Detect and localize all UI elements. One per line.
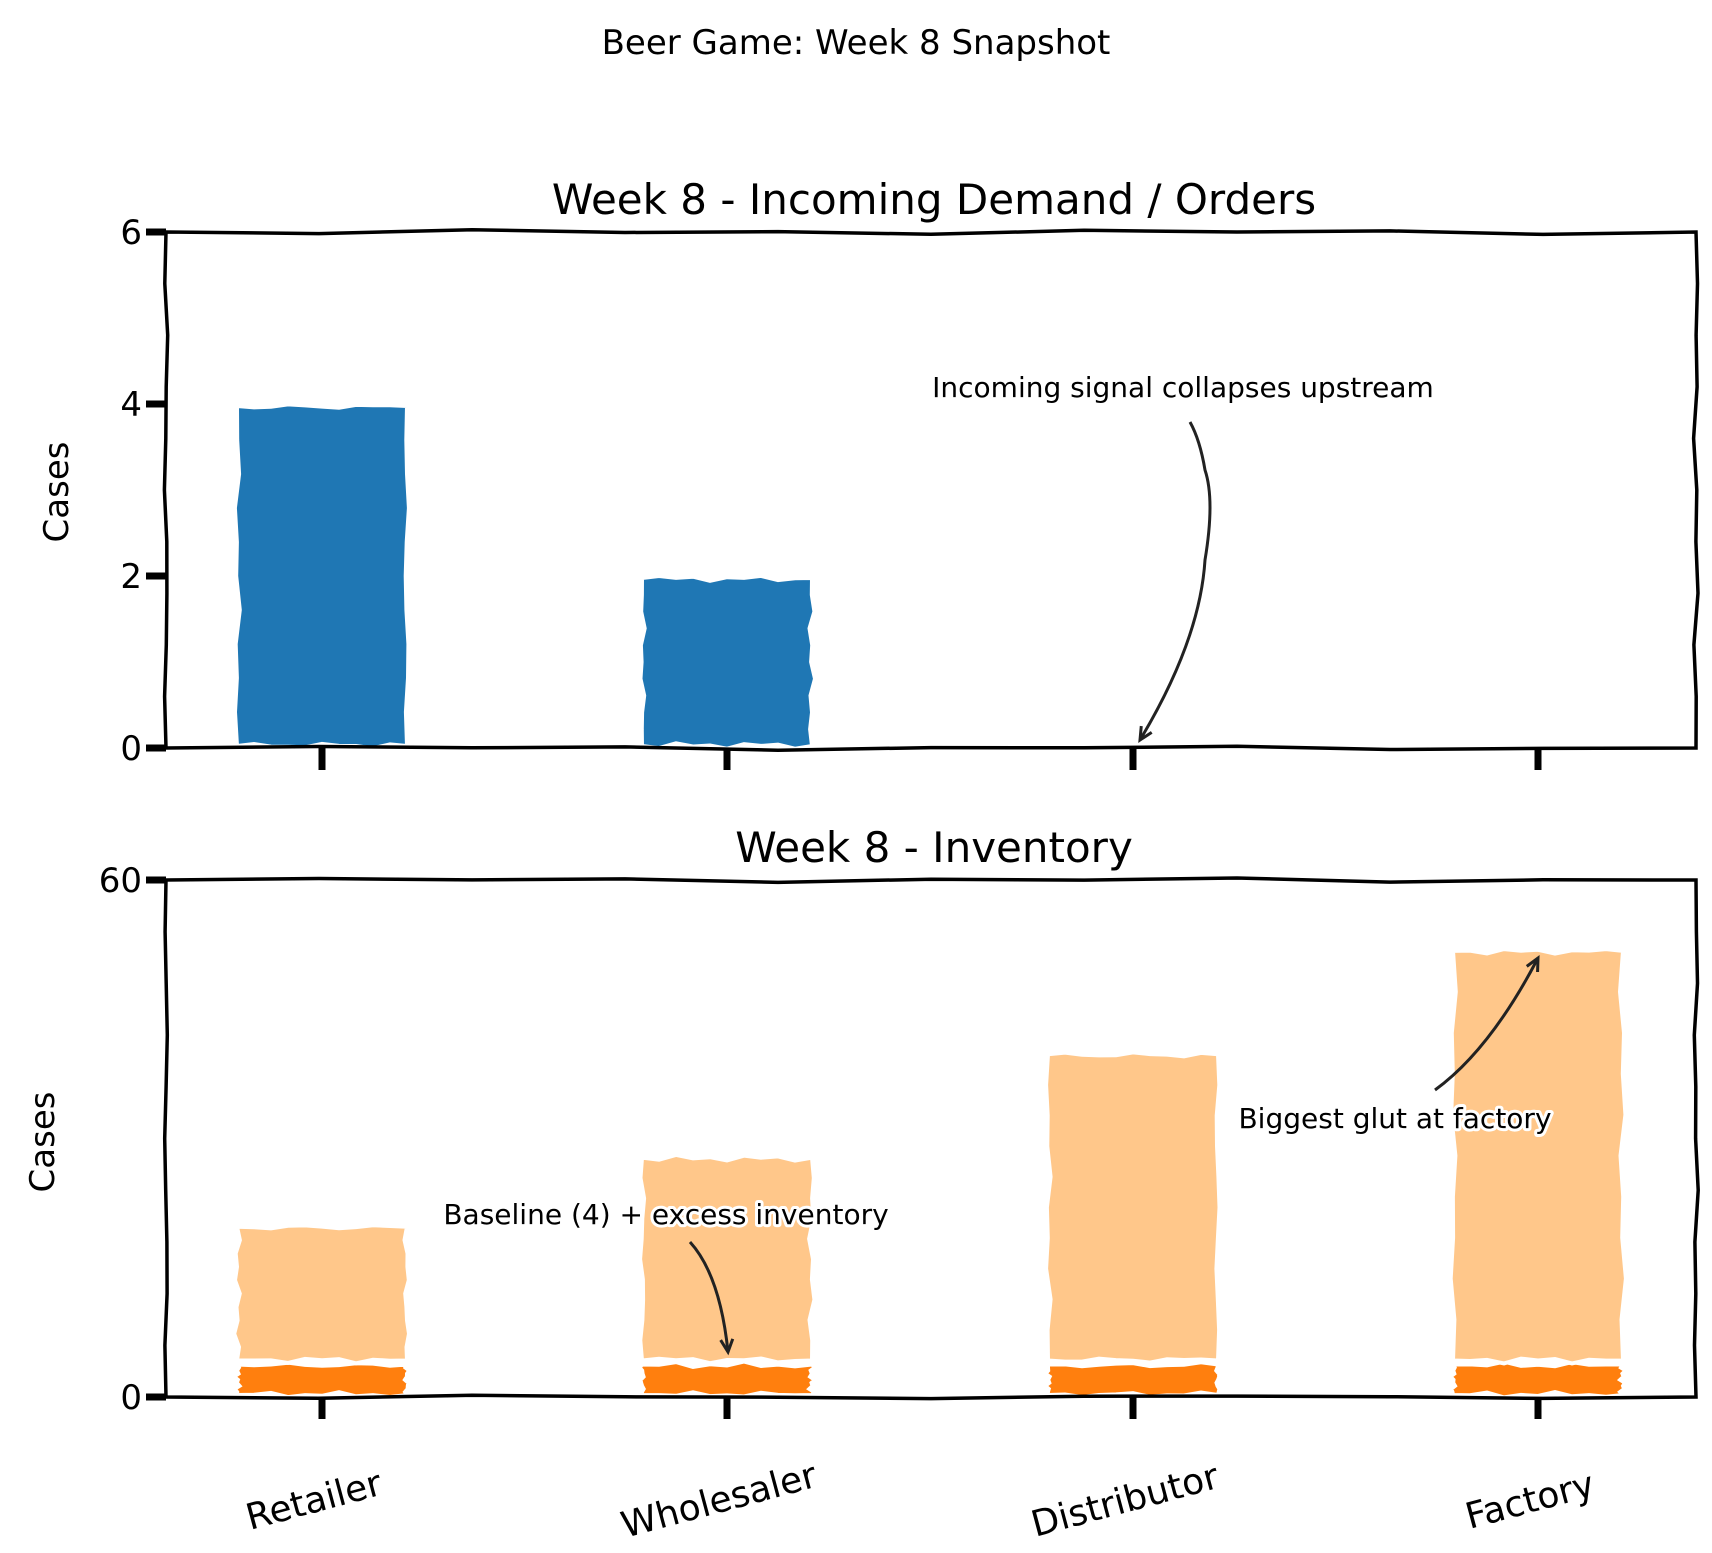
inventory-plot-frame: [162, 876, 1700, 1401]
bar-wholesaler-baseline: [637, 1359, 818, 1399]
annotation-arrowhead: [1138, 725, 1153, 743]
y-tick-label-0: 0: [120, 1378, 142, 1418]
x-category-label-retailer: Retailer: [242, 1463, 387, 1539]
y-tick-label-0: 0: [120, 729, 142, 769]
demand-plot-frame: [162, 227, 1700, 752]
annotation-2: Biggest glut at factory: [1235, 954, 1555, 1138]
bar-distributor-baseline: [1041, 1360, 1222, 1400]
demand-axis-ticks: 0 2 4 6: [120, 213, 1542, 770]
annotation-arrowhead: [719, 1338, 735, 1356]
x-category-label-factory: Factory: [1461, 1464, 1599, 1538]
annotation-arrow: [1434, 957, 1540, 1092]
bar-retailer-incoming-orders: [232, 402, 411, 751]
y-tick-label-60: 60: [99, 861, 142, 901]
annotation-arrow: [1138, 421, 1212, 741]
bar-wholesaler-incoming-orders: [638, 573, 818, 751]
annotation-1: Baseline (4) + excess inventory: [440, 1195, 892, 1356]
annotation-text: Biggest glut at factory: [1238, 1102, 1551, 1135]
inventory-annotations: Baseline (4) + excess inventory Biggest g…: [440, 954, 1555, 1356]
x-category-label-wholesaler: Wholesaler: [617, 1455, 821, 1547]
demand-bars: [232, 402, 818, 751]
bar-factory-baseline: [1447, 1359, 1630, 1400]
demand-chart-title: Week 8 - Incoming Demand / Orders: [552, 175, 1316, 224]
demand-y-axis-label: Cases: [37, 442, 77, 543]
annotation-text: Incoming signal collapses upstream: [932, 371, 1434, 404]
bar-wholesaler-excess-inventory: [638, 1152, 817, 1366]
inventory-chart-title: Week 8 - Inventory: [735, 823, 1133, 872]
bar-factory-excess-inventory: [1448, 947, 1628, 1366]
annotation-arrowhead: [1525, 954, 1540, 973]
inventory-bars: [230, 947, 1630, 1400]
x-category-label-distributor: Distributor: [1027, 1456, 1223, 1545]
annotation-arrow: [688, 1240, 730, 1353]
y-tick-label-6: 6: [120, 213, 142, 253]
annotation-1: Incoming signal collapses upstream: [929, 368, 1437, 743]
bar-distributor-excess-inventory: [1044, 1050, 1222, 1365]
demand-annotations: Incoming signal collapses upstream: [929, 368, 1437, 743]
bar-retailer-excess-inventory: [232, 1223, 412, 1366]
bar-retailer-baseline: [230, 1360, 413, 1400]
inventory-y-axis-label: Cases: [23, 1092, 63, 1193]
y-tick-label-2: 2: [120, 557, 142, 597]
figure-title: Beer Game: Week 8 Snapshot: [602, 23, 1111, 63]
annotation-text: Baseline (4) + excess inventory: [443, 1198, 888, 1231]
demand-orders-chart: Week 8 - Incoming Demand / Orders Cases …: [37, 175, 1700, 770]
inventory-chart: Week 8 - Inventory Cases 0 60 Retailer Whol…: [23, 823, 1700, 1547]
y-tick-label-4: 4: [120, 385, 142, 425]
